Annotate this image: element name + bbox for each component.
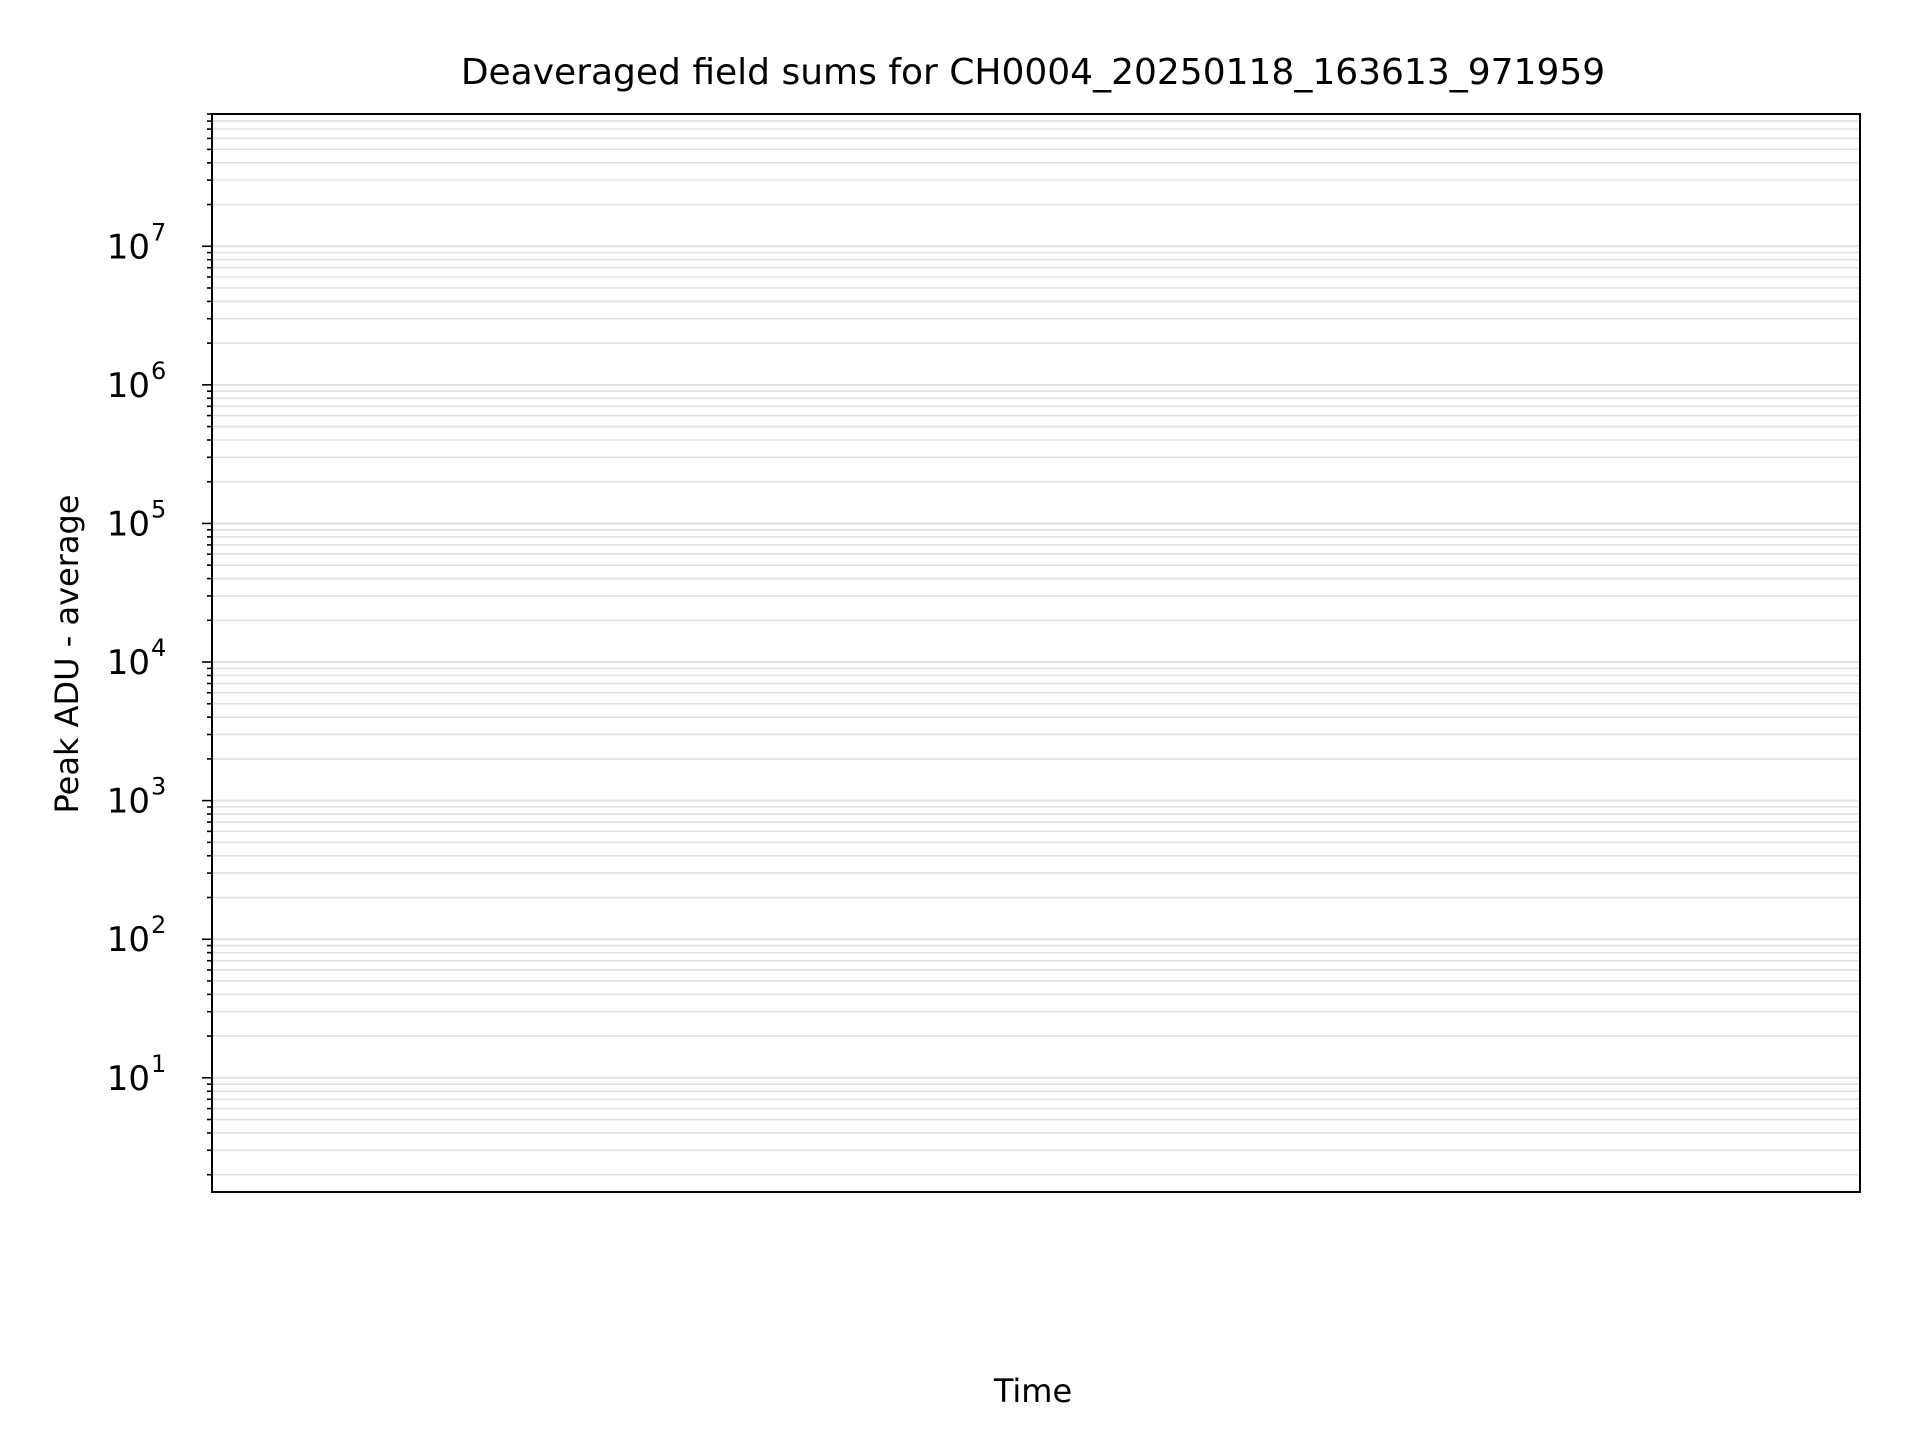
y-tick-exponent: 5 [151,495,166,523]
y-tick-label: 10 [107,1059,150,1099]
y-axis-label: Peak ADU - average [48,495,86,814]
y-tick-exponent: 6 [151,357,166,385]
y-tick-label: 10 [107,782,150,822]
plot-frame [211,113,1861,1193]
y-tick-exponent: 7 [151,218,166,246]
grid [212,113,1860,1176]
chart-title: Deaveraged field sums for CH0004_2025011… [461,52,1605,93]
x-axis-label: Time [993,1372,1072,1410]
y-tick-exponent: 2 [151,911,166,939]
y-tick-label: 10 [107,366,150,406]
y-tick-exponent: 1 [151,1050,166,1078]
y-tick-label: 10 [107,504,150,544]
y-tick-label: 10 [107,227,150,267]
y-tick-exponent: 4 [151,634,166,662]
y-tick-label: 10 [107,643,150,683]
y-tick-exponent: 3 [151,773,166,801]
y-tick-label: 10 [107,920,150,960]
